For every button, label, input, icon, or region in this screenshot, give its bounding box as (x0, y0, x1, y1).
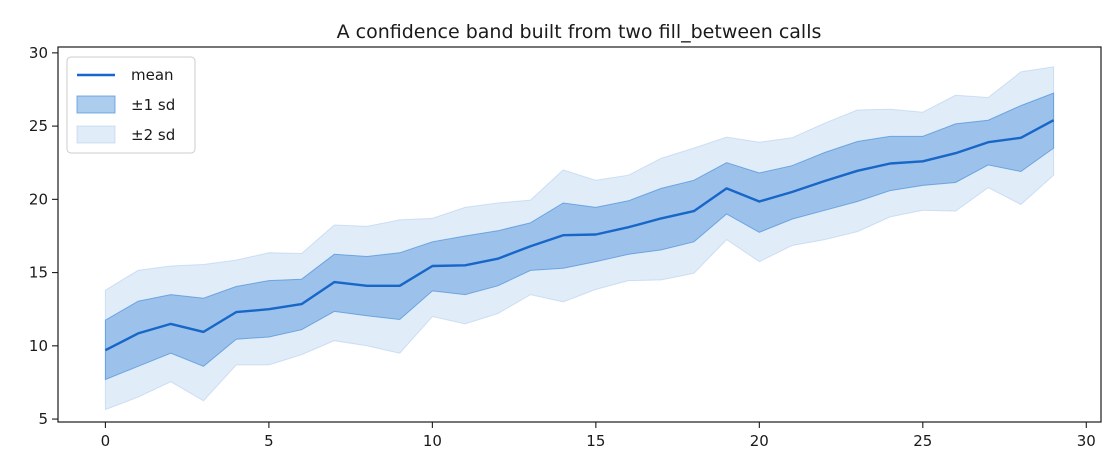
y-tick-label: 5 (38, 410, 48, 428)
band-1sd-layer (104, 92, 1055, 381)
x-tick-label: 15 (586, 432, 605, 450)
chart-title: A confidence band built from two fill_be… (337, 21, 822, 43)
y-tick-label: 15 (29, 264, 48, 282)
legend-box (66, 56, 196, 154)
x-tick-label: 10 (423, 432, 442, 450)
x-tick-label: 0 (101, 432, 111, 450)
y-tick-label: 30 (29, 44, 48, 62)
x-tick-label: 20 (750, 432, 769, 450)
legend-label-2sd: ±2 sd (131, 126, 175, 144)
band-1sd (104, 92, 1055, 381)
legend-swatch-2sd (76, 125, 116, 144)
legend-label-1sd: ±1 sd (131, 96, 175, 114)
band-2sd (104, 66, 1055, 411)
legend-swatch-1sd (76, 95, 116, 114)
y-tick-label: 20 (29, 190, 48, 208)
plot-frame (57, 46, 1102, 423)
x-tick-label: 5 (264, 432, 274, 450)
x-tick-label: 30 (1077, 432, 1096, 450)
mean-line (104, 119, 1055, 352)
mean-line-layer (104, 119, 1055, 352)
legend-label-mean: mean (131, 66, 174, 84)
y-axis: 5 10 15 20 25 30 (29, 44, 58, 428)
band-2sd-layer (104, 66, 1055, 411)
x-tick-label: 25 (913, 432, 932, 450)
y-tick-label: 25 (29, 117, 48, 135)
y-tick-label: 10 (29, 337, 48, 355)
legend: mean ±1 sd ±2 sd (66, 56, 196, 154)
x-axis: 0 5 10 15 20 25 30 (101, 422, 1096, 450)
